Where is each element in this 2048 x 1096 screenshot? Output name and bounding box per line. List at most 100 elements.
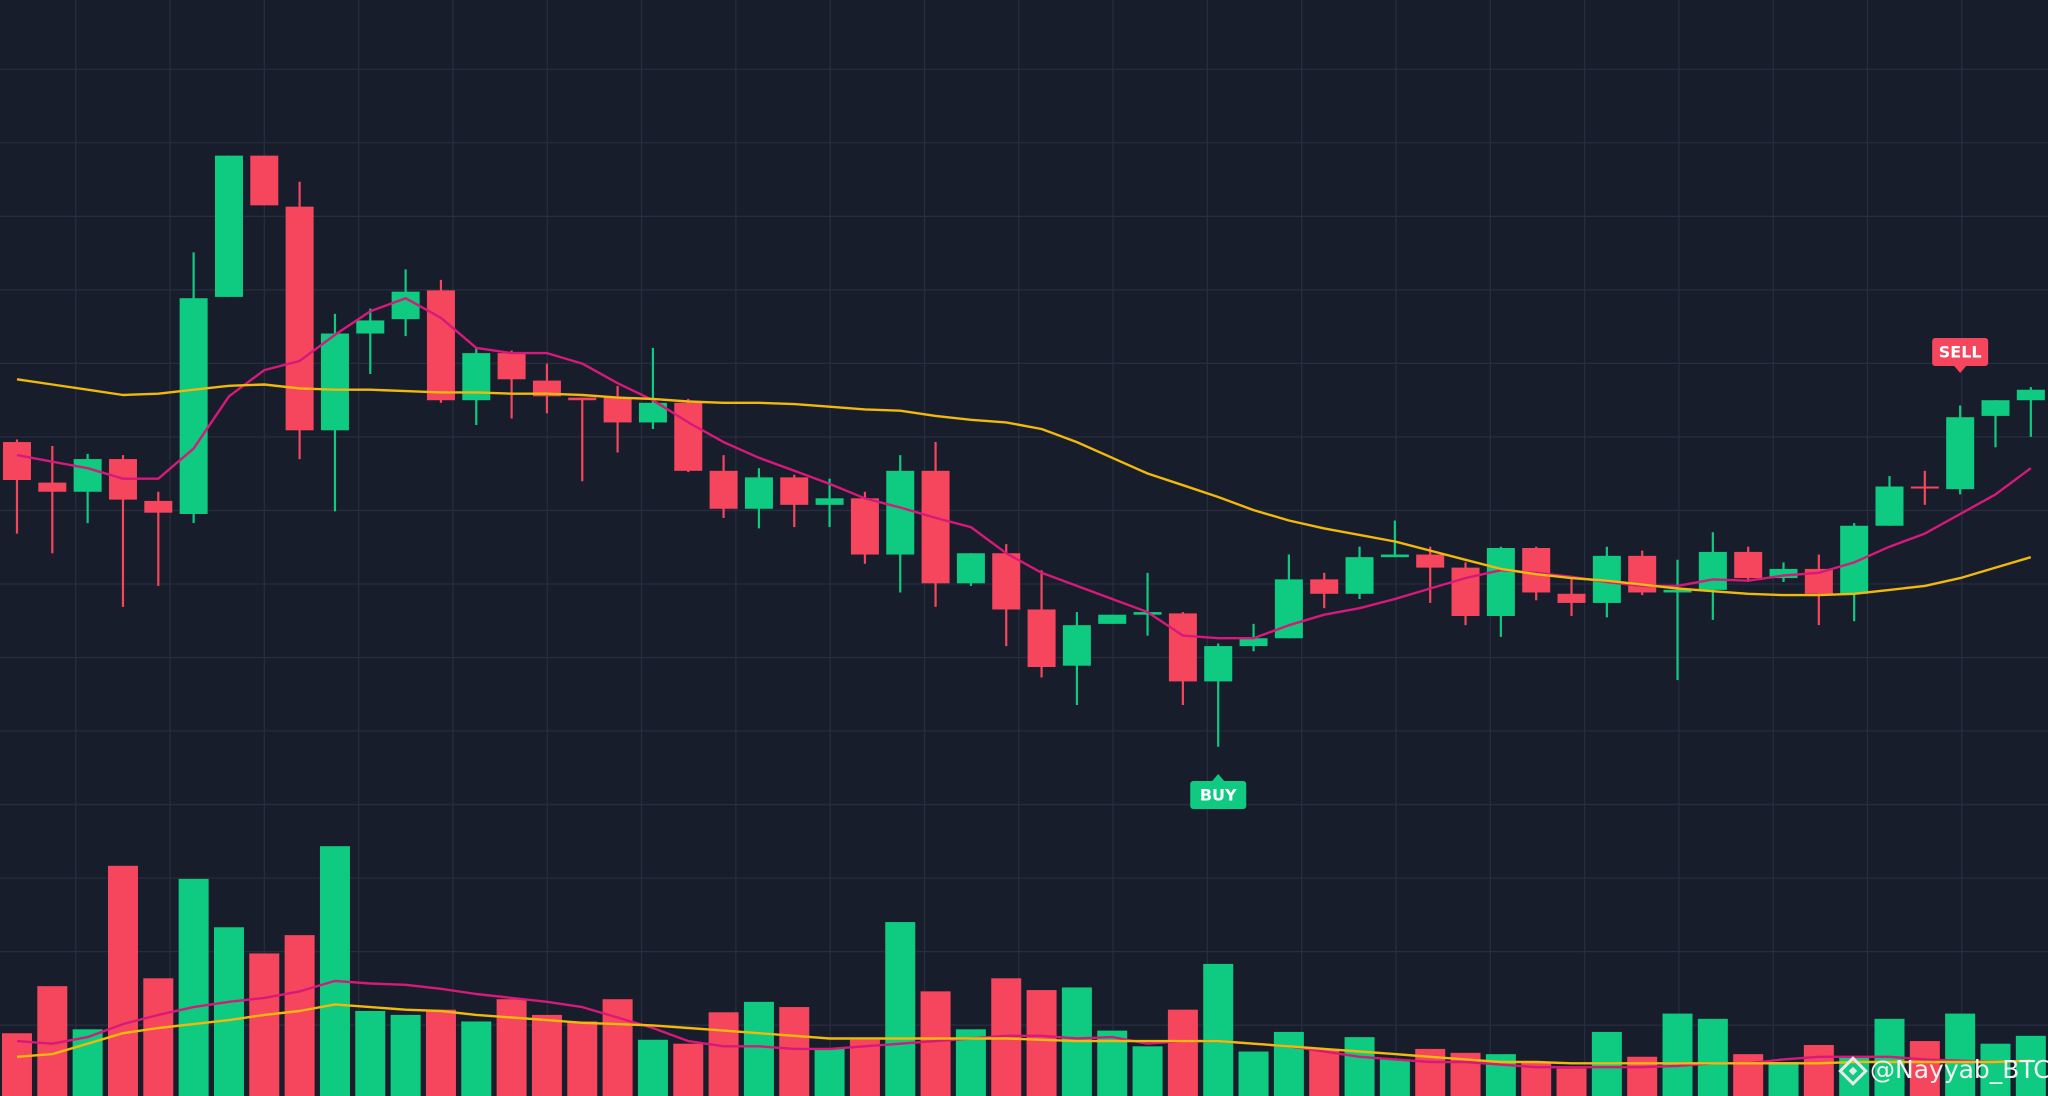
volume-bar <box>1132 1046 1163 1096</box>
volume-bar <box>1803 1044 1834 1096</box>
volume-bar <box>143 978 174 1096</box>
candle-body <box>1062 625 1091 666</box>
volume-bar <box>1167 1009 1198 1096</box>
volume-bar <box>1945 1013 1976 1096</box>
candle-body <box>1769 568 1798 579</box>
volume-bar <box>107 865 138 1096</box>
candle-body <box>391 291 420 320</box>
volume-bar <box>284 935 315 1096</box>
watermark: @Nayyab_BTC <box>1838 1055 2048 1086</box>
price-pane <box>2 155 2045 747</box>
candle-body <box>1168 613 1197 682</box>
volume-bar <box>1768 1061 1799 1096</box>
signal-pointer <box>1212 774 1225 781</box>
volume-bar <box>249 953 280 1096</box>
candle-body <box>1875 486 1904 526</box>
candle-body <box>1416 554 1445 568</box>
signal-label: SELL <box>1939 343 1982 362</box>
volume-bar <box>1 1033 32 1096</box>
candle-body <box>1557 593 1586 603</box>
candle-body <box>144 500 173 513</box>
volume-bar <box>1203 963 1234 1096</box>
volume-bar <box>814 1048 845 1096</box>
price-ma-line <box>16 378 2032 597</box>
candle-body <box>1239 638 1268 647</box>
candle-body <box>886 470 915 555</box>
candle-body <box>1734 551 1763 579</box>
volume-bar <box>2015 1035 2046 1096</box>
volume-bar <box>1733 1054 1764 1096</box>
volume-bar <box>673 1043 704 1096</box>
candle-body <box>603 397 632 423</box>
price-ma-line <box>16 297 2032 640</box>
volume-bar <box>1697 1018 1728 1096</box>
volume-bar <box>390 1014 421 1096</box>
candle-body <box>744 477 773 509</box>
candle-body <box>674 402 703 471</box>
volume-bar <box>849 1039 880 1096</box>
candle-body <box>956 553 985 584</box>
candle-body <box>992 553 1021 610</box>
signal-badge <box>1190 781 1247 809</box>
volume-bar <box>213 927 244 1096</box>
volume-ma-line <box>16 1003 2031 1065</box>
candle-body <box>1204 646 1233 682</box>
volume-bar <box>355 1010 386 1096</box>
volume-bar <box>1909 1041 1940 1096</box>
volume-bar <box>461 1021 492 1096</box>
candle-body <box>815 498 844 505</box>
candle-body <box>285 206 314 431</box>
candle-body <box>1946 417 1975 490</box>
candle-body <box>1663 589 1692 593</box>
volume-bar <box>1344 1037 1375 1096</box>
signal-pointer <box>1954 366 1967 373</box>
signal-label: BUY <box>1200 786 1237 805</box>
candle-body <box>320 333 349 431</box>
volume-bar <box>779 1007 810 1096</box>
candle-body <box>1840 525 1869 594</box>
volume-bar <box>743 1001 774 1096</box>
volume-bar <box>885 922 916 1096</box>
candle-body <box>1698 551 1727 590</box>
candle-body <box>426 290 455 401</box>
candle-body <box>2016 389 2045 401</box>
volume-bar <box>1556 1068 1587 1096</box>
volume-bar <box>178 878 209 1096</box>
volume-bar <box>1309 1048 1340 1096</box>
candle-body <box>1380 554 1409 558</box>
candle-body <box>1027 609 1056 668</box>
volume-bar <box>1026 990 1057 1096</box>
annotations: BUY SELL <box>1190 338 1989 809</box>
watermark-text: @Nayyab_BTC <box>1870 1055 2048 1084</box>
volume-bar <box>637 1039 668 1096</box>
candle-body <box>850 498 879 555</box>
candle-body <box>497 353 526 380</box>
candle-body <box>1522 548 1551 593</box>
candle-body <box>638 402 667 423</box>
candle-body <box>1345 557 1374 594</box>
candle-body <box>532 380 561 397</box>
candle-body <box>568 397 597 401</box>
volume-bar <box>1273 1031 1304 1096</box>
volume-bar <box>319 846 350 1096</box>
candle-body <box>709 470 738 509</box>
volume-bar <box>496 999 527 1096</box>
candle-body <box>1981 400 2010 416</box>
volume-ma-line <box>16 979 2031 1069</box>
candle-body <box>356 320 385 334</box>
volume-bar <box>708 1012 739 1096</box>
candle-body <box>73 459 102 492</box>
candle-body <box>179 298 208 514</box>
volume-bar <box>531 1014 562 1096</box>
candle-body <box>214 155 243 297</box>
candle-body <box>1910 486 1939 489</box>
candle-body <box>1486 548 1515 617</box>
volume-bar <box>1379 1059 1410 1096</box>
candle-body <box>921 470 950 584</box>
candle-body <box>1098 614 1127 624</box>
volume-bar <box>920 991 951 1096</box>
volume-bar <box>425 1009 456 1096</box>
